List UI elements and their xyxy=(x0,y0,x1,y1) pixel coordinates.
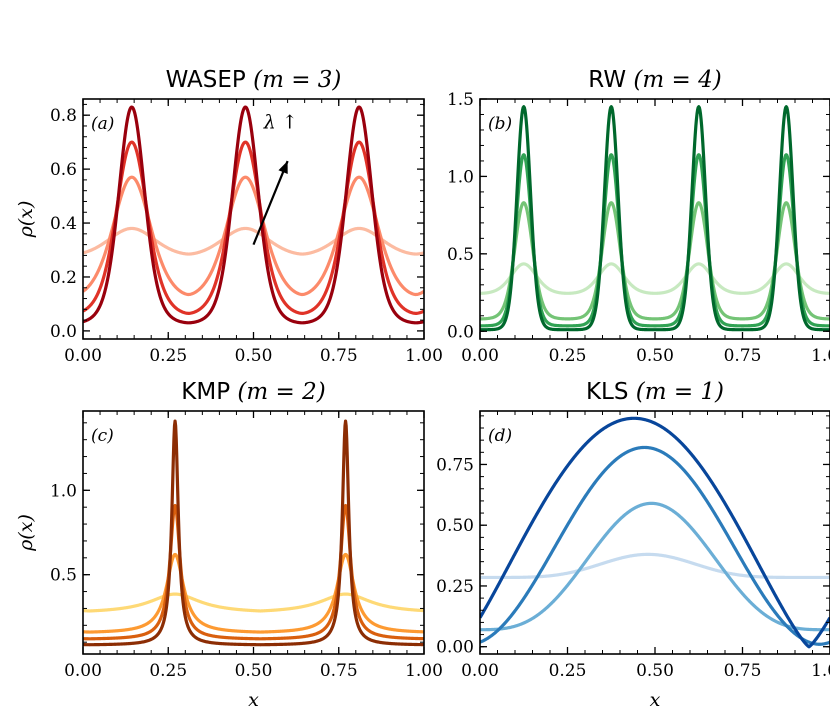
y-tick-label: 0.50 xyxy=(436,516,474,536)
y-tick-label: 0.5 xyxy=(447,245,474,265)
y-tick-label: 0.4 xyxy=(50,214,77,234)
series-line-λ4 xyxy=(83,419,424,647)
panel-2: 0.00 0.25 0.50 0.75 1.00 0.0 0.5 1.0 1.5 RW (m = … xyxy=(447,67,830,366)
y-tick-label: 0.6 xyxy=(50,160,77,180)
x-axis-label: x xyxy=(248,689,259,711)
y-tick-label: 0.25 xyxy=(436,577,474,597)
x-tick-label: 0.75 xyxy=(320,661,358,681)
x-tick-label: 1.00 xyxy=(811,346,830,366)
y-tick-label: 0.5 xyxy=(50,566,77,586)
x-tick-label: 0.00 xyxy=(461,661,499,681)
chart-title-name: RW xyxy=(588,67,633,93)
y-tick-label: 1.0 xyxy=(50,481,77,501)
series-line-λ4 xyxy=(83,105,424,325)
series-line-λ2 xyxy=(480,501,830,632)
panel-4: 0.00 0.25 0.50 0.75 1.00 0.00 0.25 0.50 0.75 KLS … xyxy=(436,379,830,711)
x-tick-label: 0.25 xyxy=(549,661,587,681)
annotation-arrow-head xyxy=(278,161,288,175)
x-tick-label: 0.50 xyxy=(235,661,273,681)
chart-title-math: (m = 2) xyxy=(237,379,325,405)
x-tick-label: 0.50 xyxy=(235,346,273,366)
series-line-λ4 xyxy=(480,416,830,649)
x-tick-label: 0.25 xyxy=(549,346,587,366)
chart-title-math: (m = 1) xyxy=(636,379,724,405)
chart-title: KLS (m = 1) xyxy=(586,379,724,405)
series-line-λ2 xyxy=(83,175,424,297)
series-line-λ1 xyxy=(83,226,424,256)
annotation-arrow-shaft xyxy=(252,160,289,246)
x-tick-label: 0.75 xyxy=(724,661,762,681)
chart-title: RW (m = 4) xyxy=(588,67,721,93)
axes-frame xyxy=(82,410,425,655)
y-tick-label: 0.2 xyxy=(50,268,77,288)
series-line-λ3 xyxy=(480,445,830,646)
y-tick-label: 1.0 xyxy=(447,167,474,187)
x-tick-label: 0.00 xyxy=(461,346,499,366)
series-line-λ3 xyxy=(83,140,424,315)
chart-title-name: KLS xyxy=(586,379,636,405)
x-tick-label: 0.50 xyxy=(636,346,674,366)
series-line-λ1 xyxy=(480,262,830,295)
y-tick-label: 0.8 xyxy=(50,106,77,126)
series-group xyxy=(83,419,424,647)
annotation-text: λ ↑ xyxy=(263,112,298,134)
chart-title: WASEP (m = 3) xyxy=(166,67,342,93)
panel-1: 0.00 0.25 0.50 0.75 1.00 0.0 0.2 0.4 0.6 0.8 WASEP… xyxy=(15,67,443,366)
panel-label: (b) xyxy=(488,114,512,134)
series-line-λ2 xyxy=(83,552,424,634)
panel-label: (c) xyxy=(91,426,114,446)
chart-title-name: KMP xyxy=(181,379,237,405)
x-tick-label: 0.75 xyxy=(724,346,762,366)
series-group xyxy=(480,416,830,649)
x-tick-label: 1.00 xyxy=(405,346,443,366)
series-line-λ1 xyxy=(83,592,424,613)
y-tick-label: 0.75 xyxy=(436,455,474,475)
series-group xyxy=(83,105,424,325)
x-axis-label: x xyxy=(650,689,661,711)
y-tick-label: 0.00 xyxy=(436,638,474,658)
chart-title-math: (m = 4) xyxy=(633,67,721,93)
panel-label: (a) xyxy=(91,114,114,134)
chart-title-math: (m = 3) xyxy=(253,67,341,93)
y-tick-label: 0.0 xyxy=(50,322,77,342)
x-tick-label: 1.00 xyxy=(811,661,830,681)
y-axis-label: ρ(x) xyxy=(15,201,37,239)
chart-title-name: WASEP xyxy=(166,67,254,93)
series-line-λ4 xyxy=(480,105,830,332)
y-tick-label: 0.0 xyxy=(447,322,474,342)
series-line-λ1 xyxy=(480,552,830,580)
chart-title: KMP (m = 2) xyxy=(181,379,325,405)
x-tick-label: 0.00 xyxy=(64,346,102,366)
x-tick-label: 0.75 xyxy=(320,346,358,366)
y-tick-label: 1.5 xyxy=(447,90,474,110)
panel-3: 0.00 0.25 0.50 0.75 1.00 0.5 1.0 KMP (m = 2) (c)… xyxy=(15,379,443,711)
series-line-λ3 xyxy=(83,503,424,641)
x-tick-label: 0.50 xyxy=(636,661,674,681)
x-tick-label: 0.25 xyxy=(149,661,187,681)
x-tick-label: 1.00 xyxy=(405,661,443,681)
x-tick-label: 0.00 xyxy=(64,661,102,681)
series-group xyxy=(480,105,830,332)
y-axis-label: ρ(x) xyxy=(15,514,37,552)
panel-label: (d) xyxy=(488,426,512,446)
x-tick-label: 0.25 xyxy=(149,346,187,366)
